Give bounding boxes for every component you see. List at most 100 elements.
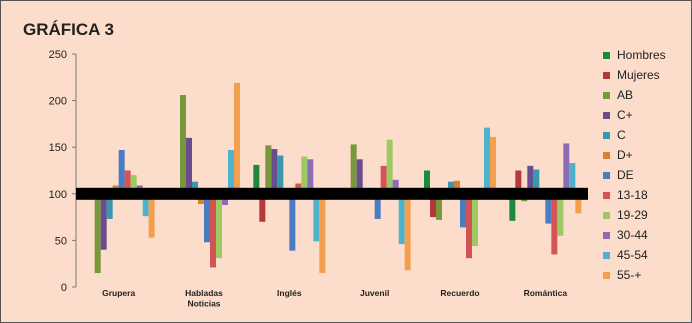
bar [515,170,522,194]
bar [186,137,192,194]
y-tick-label: 100 [49,189,67,201]
legend-label: DE [617,168,634,182]
bar [216,193,222,259]
bar [404,193,411,271]
legend-item: 19-29 [603,205,666,225]
bar [118,150,125,194]
legend-item: Mujeres [603,65,666,85]
bar [100,193,107,250]
x-tick-label: Habladas Noticias [185,288,223,309]
bar [563,143,570,194]
baseline-band [76,187,588,200]
bar [545,193,552,224]
bar [569,163,576,194]
legend-swatch [603,231,610,239]
legend-swatch [603,211,610,219]
y-tick-label: 150 [49,142,67,154]
legend-swatch [603,251,610,259]
bar [454,180,460,194]
legend-swatch [603,271,610,279]
bar [460,193,466,228]
chart-legend: Hombres Mujeres AB C+ C D+ DE 13-18 19-29 30-44 45… [603,45,666,285]
bar [210,193,216,268]
legend-swatch [603,51,610,59]
bar [392,179,399,194]
bar [106,193,113,219]
bar [557,193,564,236]
legend-item: D+ [603,145,666,165]
legend-item: 55-+ [603,265,666,285]
bar [124,170,131,194]
legend-swatch [603,91,610,99]
bar [380,165,387,194]
bar [472,193,478,246]
x-tick-label: Juvenil [360,288,389,298]
legend-item: C+ [603,105,666,125]
bar [424,170,430,194]
legend-swatch [603,131,610,139]
legend-label: 30-44 [617,228,648,242]
legend-item: DE [603,165,666,185]
bar [204,193,210,243]
legend-swatch [603,151,610,159]
bar [430,193,436,218]
y-tick-label: 0 [61,282,67,294]
bar [509,193,516,221]
bar [265,145,272,194]
legend-label: Hombres [617,48,666,62]
legend-swatch [603,71,610,79]
bar [374,193,381,219]
bar [228,150,234,194]
x-tick-label: Inglés [277,288,302,298]
legend-label: AB [617,88,634,102]
y-tick-label: 200 [49,96,67,108]
legend-label: 19-29 [617,208,648,222]
bar [533,169,540,194]
bar [551,193,558,255]
legend-label: C [617,128,626,142]
legend-item: 13-18 [603,185,666,205]
bar [436,193,442,220]
bar [307,159,314,194]
x-tick-label: Romántica [524,288,568,298]
legend-label: Mujeres [617,68,660,82]
bar [271,149,278,194]
legend-swatch [603,191,610,199]
legend-label: D+ [617,148,633,162]
bar [575,193,582,214]
bar [259,193,266,222]
bar [527,165,534,194]
bar [490,136,496,194]
bar [398,193,405,245]
bar [350,144,357,194]
legend-swatch [603,111,610,119]
legend-item: 45-54 [603,245,666,265]
bar [180,95,186,194]
legend-label: 45-54 [617,248,648,262]
bar [484,127,490,194]
chart-title: GRÁFICA 3 [23,20,114,39]
legend-swatch [603,171,610,179]
bar [313,193,320,242]
bar [142,193,149,217]
legend-item: 30-44 [603,225,666,245]
bar [466,193,472,259]
x-tick-label: Recuerdo [440,288,479,298]
legend-label: C+ [617,108,633,122]
bar [148,193,155,238]
bar [448,181,454,194]
y-tick-label: 250 [49,49,67,61]
legend-label: 13-18 [617,188,648,202]
legend-item: AB [603,85,666,105]
legend-label: 55-+ [617,268,642,282]
bar [356,159,363,194]
bar [234,82,240,194]
bar [301,156,308,194]
legend-item: C [603,125,666,145]
x-tick-label: Grupera [102,288,135,298]
y-tick-label: 50 [55,235,67,247]
bar [253,164,260,194]
bar [277,155,284,194]
